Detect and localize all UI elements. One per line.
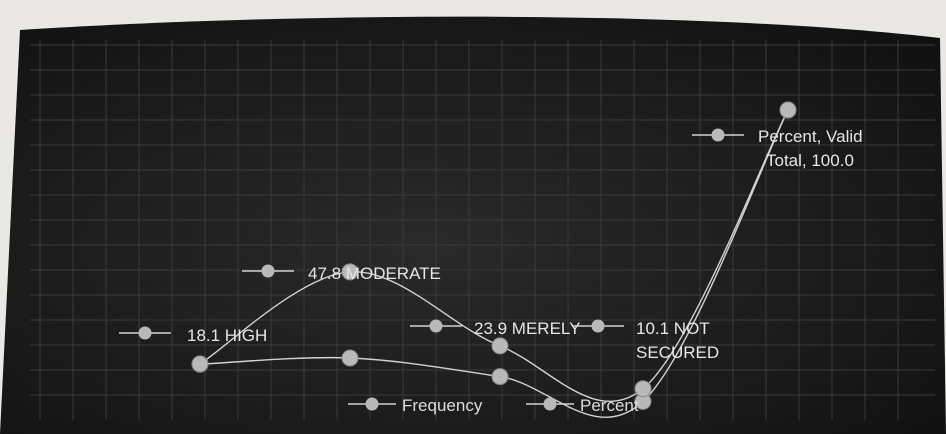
- legend-label-percent: Percent: [580, 396, 639, 415]
- point-frequency-2: [491, 368, 509, 386]
- legend-marker-frequency: [365, 397, 379, 411]
- label-callout-marker: [591, 319, 605, 333]
- label-callout-marker: [429, 319, 443, 333]
- data-markers: [191, 101, 797, 410]
- point-percent-0: [191, 355, 209, 373]
- legend-label-frequency: Frequency: [402, 396, 483, 415]
- series-lines: [199, 109, 789, 418]
- data-label-2-line-0: 23.9 MERELY: [474, 319, 580, 338]
- data-label-4-line-1: Total, 100.0: [766, 151, 854, 170]
- label-callout-marker: [138, 326, 152, 340]
- data-label-0-line-0: 18.1 HIGH: [187, 326, 267, 345]
- point-frequency-1: [341, 349, 359, 367]
- point-percent-2: [491, 337, 509, 355]
- legend: Frequency Percent: [348, 396, 639, 415]
- label-callout-marker: [711, 128, 725, 142]
- legend-marker-percent: [543, 397, 557, 411]
- data-labels: 18.1 HIGH 47.8 MODERATE 23.9 MERELY 10.1 NO…: [119, 127, 863, 362]
- chart-background: [0, 16, 946, 434]
- point-percent-3: [634, 380, 652, 398]
- data-label-3-line-0: 10.1 NOT: [636, 319, 710, 338]
- series-line-frequency: [199, 109, 789, 418]
- data-label-3-line-1: SECURED: [636, 343, 719, 362]
- label-callout-marker: [261, 264, 275, 278]
- data-label-4-line-0: Percent, Valid: [758, 127, 863, 146]
- grid-lines: [30, 40, 935, 420]
- point-percent-1: [341, 263, 359, 281]
- point-percent-4: [779, 101, 797, 119]
- series-line-percent: [199, 109, 789, 403]
- data-label-1-line-0: 47.8 MODERATE: [308, 264, 441, 283]
